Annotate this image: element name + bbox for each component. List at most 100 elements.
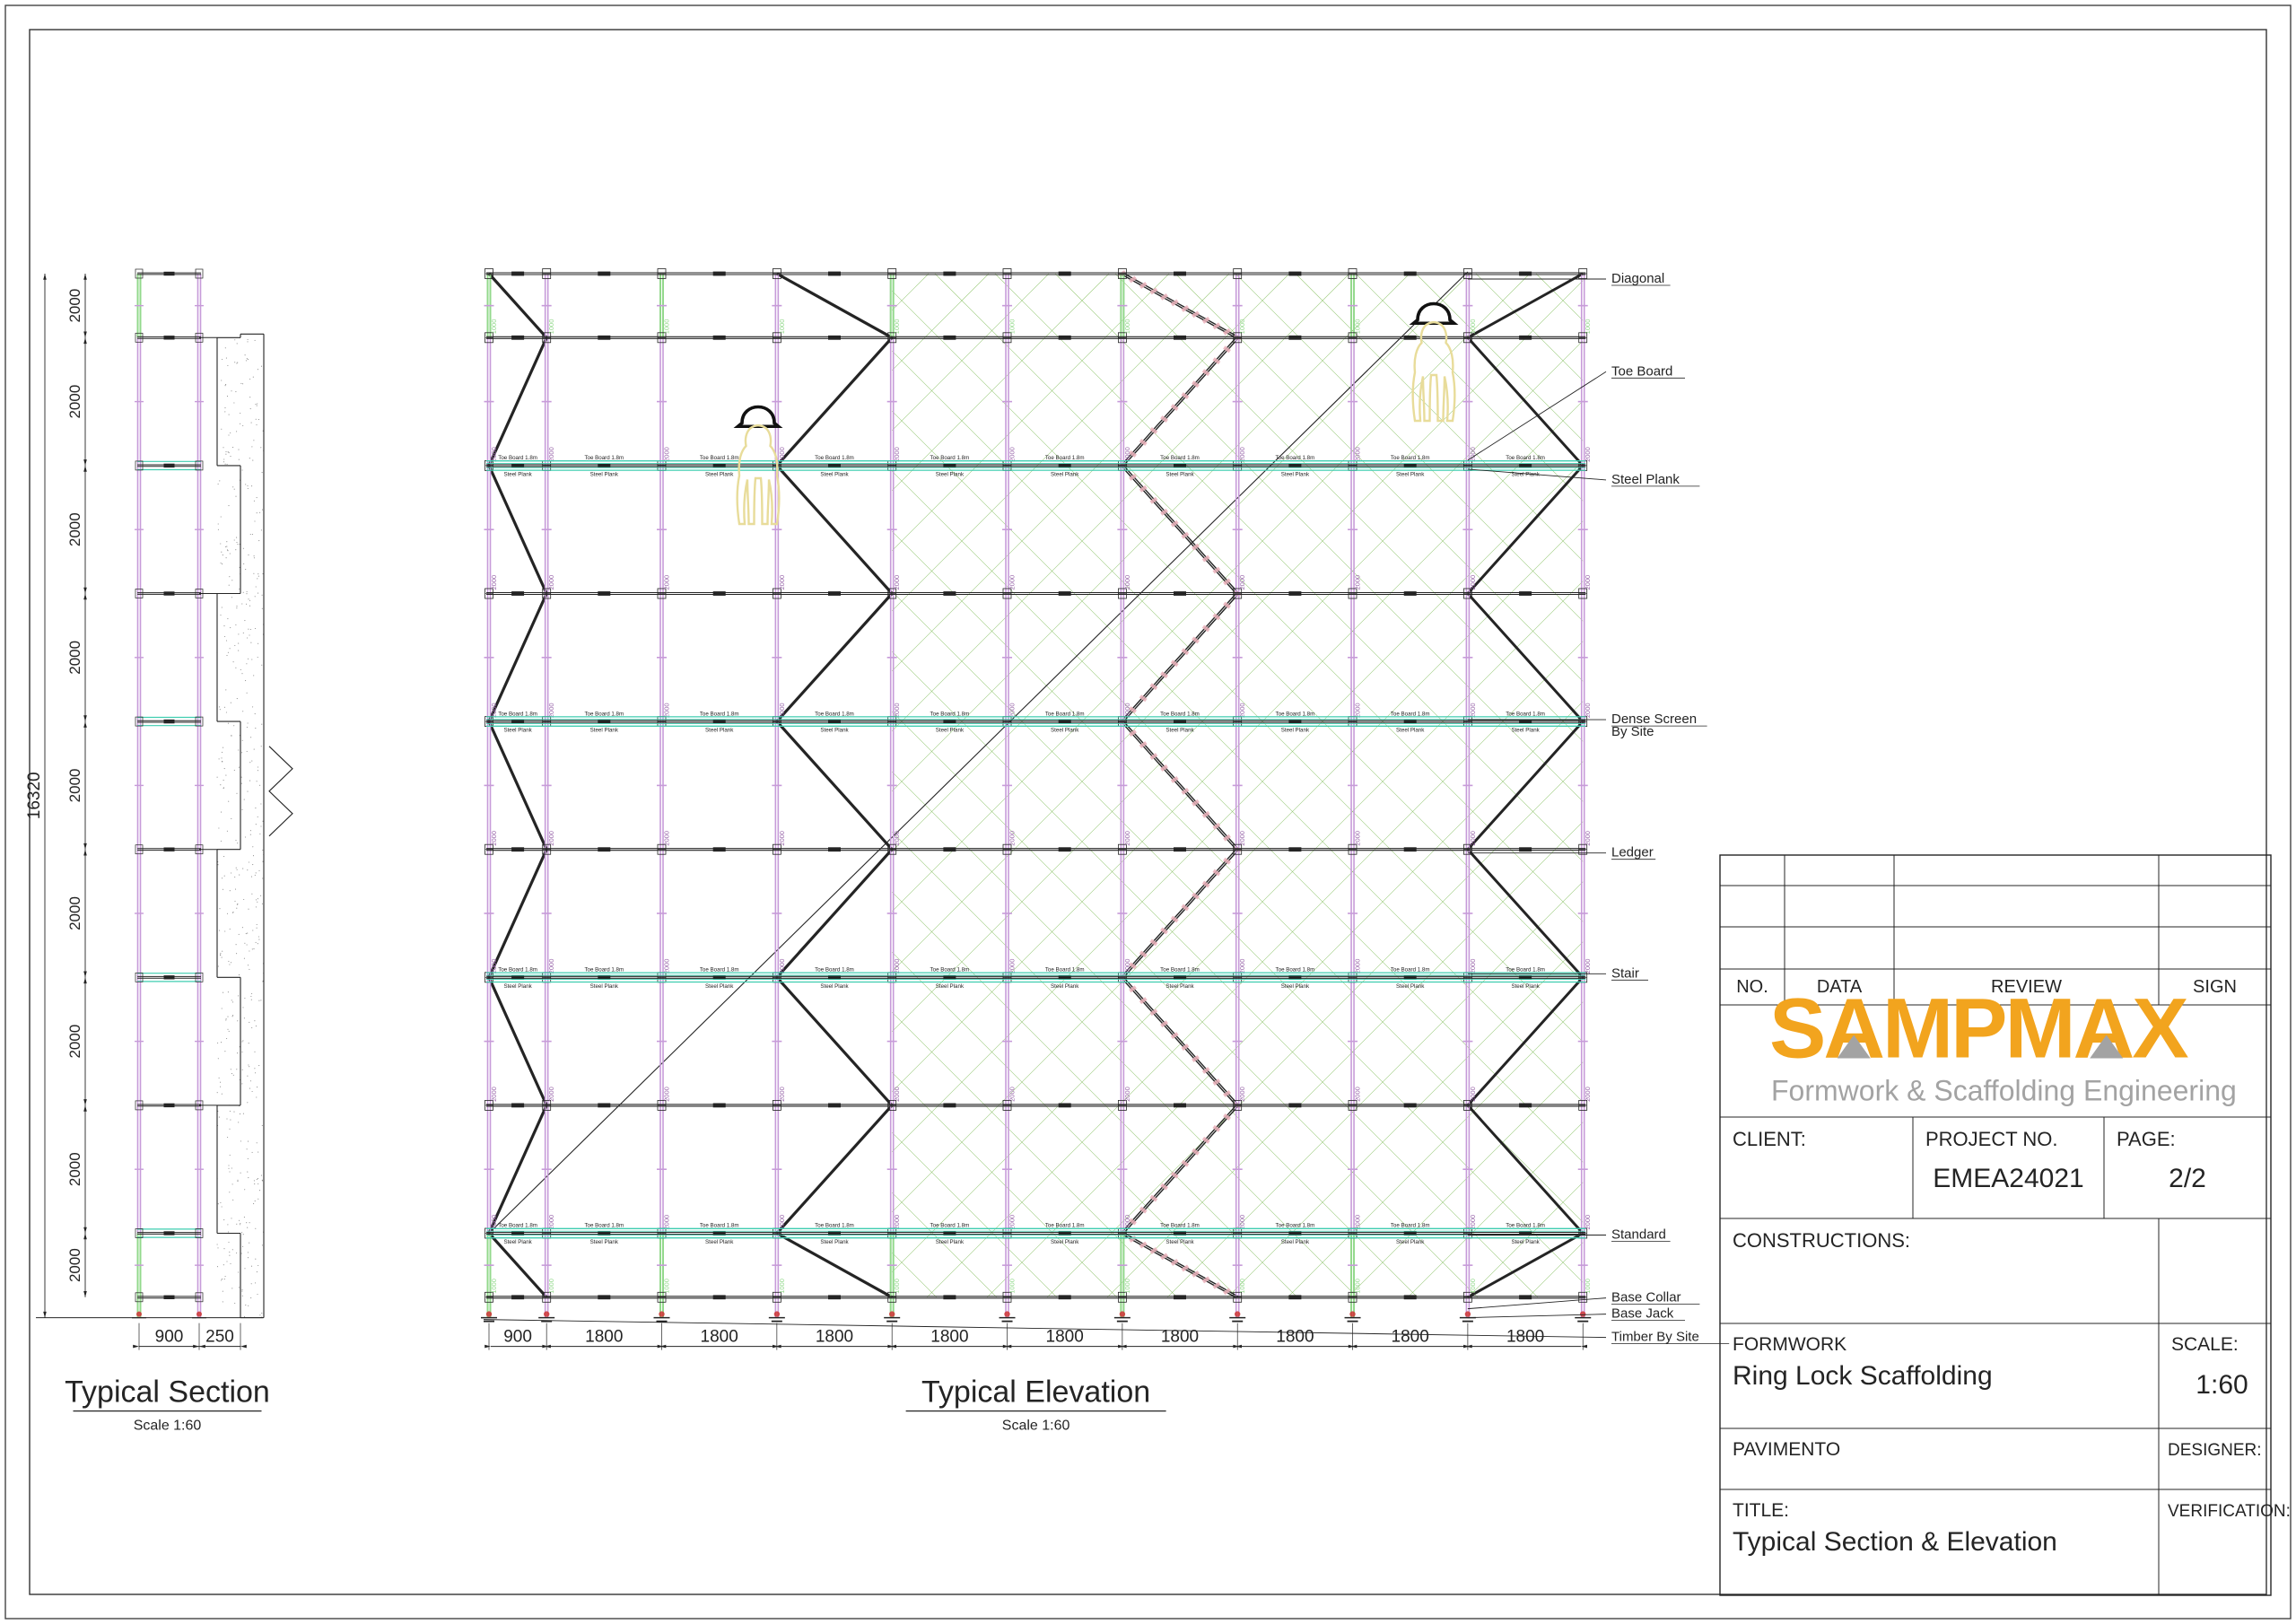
svg-text:SCALE:: SCALE:	[2171, 1334, 2239, 1355]
svg-text:2000: 2000	[66, 768, 83, 802]
svg-text:Toe Board 1.8m: Toe Board 1.8m	[584, 1223, 624, 1229]
svg-text:Toe Board 1.8m: Toe Board 1.8m	[1276, 711, 1315, 717]
svg-text:1000: 1000	[778, 1279, 786, 1294]
svg-text:2000: 2000	[1238, 447, 1246, 462]
svg-text:2000: 2000	[1123, 703, 1131, 718]
svg-text:2000: 2000	[1354, 831, 1362, 846]
svg-text:Toe Board 1.8m: Toe Board 1.8m	[1045, 967, 1085, 974]
svg-text:Toe Board 1.8m: Toe Board 1.8m	[700, 967, 739, 974]
svg-text:2000: 2000	[893, 447, 901, 462]
svg-text:SIGN: SIGN	[2193, 977, 2237, 997]
svg-text:1000: 1000	[893, 319, 901, 335]
svg-text:1800: 1800	[701, 1328, 738, 1347]
svg-text:2000: 2000	[1238, 959, 1246, 974]
svg-text:Typical Section: Typical Section	[65, 1375, 270, 1410]
svg-text:PAVIMENTO: PAVIMENTO	[1733, 1439, 1840, 1460]
svg-text:2000: 2000	[66, 1025, 83, 1059]
svg-text:Toe Board 1.8m: Toe Board 1.8m	[700, 1223, 739, 1229]
svg-text:NO.: NO.	[1736, 977, 1768, 997]
svg-text:2000: 2000	[1238, 1087, 1246, 1102]
svg-text:1800: 1800	[1506, 1328, 1544, 1347]
svg-text:Steel Plank: Steel Plank	[1051, 983, 1079, 990]
svg-text:Scale 1:60: Scale 1:60	[134, 1419, 202, 1434]
svg-text:Steel Plank: Steel Plank	[590, 983, 619, 990]
svg-text:2000: 2000	[1238, 575, 1246, 590]
svg-text:2000: 2000	[778, 703, 786, 718]
svg-text:Steel Plank: Steel Plank	[936, 983, 965, 990]
svg-text:Toe Board 1.8m: Toe Board 1.8m	[1045, 1223, 1085, 1229]
svg-text:Toe Board 1.8m: Toe Board 1.8m	[930, 1223, 970, 1229]
svg-text:2000: 2000	[1469, 575, 1477, 590]
svg-text:Steel Plank: Steel Plank	[705, 728, 734, 734]
svg-text:1800: 1800	[585, 1328, 623, 1347]
svg-text:1000: 1000	[547, 319, 555, 335]
svg-text:2000: 2000	[663, 1087, 671, 1102]
svg-text:CLIENT:: CLIENT:	[1733, 1128, 1806, 1150]
svg-text:2000: 2000	[1008, 959, 1017, 974]
svg-text:Toe Board 1.8m: Toe Board 1.8m	[1160, 967, 1200, 974]
svg-text:Steel Plank: Steel Plank	[1396, 728, 1425, 734]
svg-text:2000: 2000	[1123, 575, 1131, 590]
svg-text:Steel Plank: Steel Plank	[820, 1239, 849, 1245]
svg-text:1000: 1000	[490, 1279, 498, 1294]
svg-text:2000: 2000	[893, 1215, 901, 1230]
svg-text:2000: 2000	[66, 512, 83, 546]
svg-text:2000: 2000	[778, 959, 786, 974]
svg-text:CONSTRUCTIONS:: CONSTRUCTIONS:	[1733, 1229, 1910, 1252]
svg-text:2000: 2000	[663, 575, 671, 590]
svg-text:2000: 2000	[1354, 1215, 1362, 1230]
svg-text:1000: 1000	[1584, 319, 1592, 335]
svg-text:Toe Board 1.8m: Toe Board 1.8m	[1160, 455, 1200, 461]
svg-text:2000: 2000	[1354, 959, 1362, 974]
svg-text:Steel Plank: Steel Plank	[705, 1239, 734, 1245]
svg-text:DESIGNER:: DESIGNER:	[2168, 1441, 2262, 1460]
svg-text:2000: 2000	[778, 575, 786, 590]
svg-text:1000: 1000	[1123, 1279, 1131, 1294]
svg-text:Toe Board 1.8m: Toe Board 1.8m	[498, 1223, 537, 1229]
svg-text:900: 900	[155, 1328, 184, 1347]
svg-text:Steel Plank: Steel Plank	[1051, 471, 1079, 477]
svg-text:Toe Board 1.8m: Toe Board 1.8m	[1045, 711, 1085, 717]
svg-text:Toe Board 1.8m: Toe Board 1.8m	[1506, 1223, 1545, 1229]
svg-text:Toe Board 1.8m: Toe Board 1.8m	[498, 455, 537, 461]
svg-text:2000: 2000	[778, 831, 786, 846]
svg-text:1000: 1000	[1584, 1279, 1592, 1294]
svg-text:Toe Board 1.8m: Toe Board 1.8m	[1506, 455, 1545, 461]
svg-text:Steel Plank: Steel Plank	[1165, 983, 1194, 990]
svg-text:2000: 2000	[1123, 447, 1131, 462]
svg-text:Steel Plank: Steel Plank	[820, 728, 849, 734]
svg-text:2000: 2000	[663, 703, 671, 718]
svg-text:2000: 2000	[1008, 831, 1017, 846]
svg-text:Steel Plank: Steel Plank	[1281, 728, 1310, 734]
svg-text:EMEA24021: EMEA24021	[1933, 1164, 2083, 1193]
svg-text:2000: 2000	[1008, 703, 1017, 718]
svg-text:Steel Plank: Steel Plank	[1051, 728, 1079, 734]
svg-text:Steel Plank: Steel Plank	[1511, 728, 1540, 734]
svg-text:Steel Plank: Steel Plank	[503, 983, 532, 990]
svg-text:2000: 2000	[1354, 703, 1362, 718]
svg-text:Toe Board 1.8m: Toe Board 1.8m	[584, 711, 624, 717]
svg-text:Steel Plank: Steel Plank	[705, 471, 734, 477]
svg-text:1000: 1000	[663, 1279, 671, 1294]
svg-text:Ledger: Ledger	[1611, 845, 1654, 860]
svg-text:2/2: 2/2	[2169, 1164, 2206, 1193]
svg-text:PAGE:: PAGE:	[2117, 1128, 2176, 1150]
svg-text:1000: 1000	[1354, 319, 1362, 335]
svg-text:2000: 2000	[1354, 575, 1362, 590]
svg-text:Steel Plank: Steel Plank	[1051, 1239, 1079, 1245]
svg-text:Typical Section & Elevation: Typical Section & Elevation	[1733, 1527, 2057, 1557]
svg-text:1000: 1000	[778, 319, 786, 335]
svg-text:Steel Plank: Steel Plank	[503, 471, 532, 477]
svg-text:Toe Board 1.8m: Toe Board 1.8m	[815, 1223, 854, 1229]
svg-text:2000: 2000	[1584, 831, 1592, 846]
svg-text:Timber By Site: Timber By Site	[1611, 1330, 1699, 1345]
svg-text:2000: 2000	[547, 575, 555, 590]
svg-text:1:60: 1:60	[2196, 1370, 2248, 1400]
svg-text:Toe Board 1.8m: Toe Board 1.8m	[1276, 455, 1315, 461]
svg-text:2000: 2000	[1469, 831, 1477, 846]
svg-text:2000: 2000	[490, 831, 498, 846]
svg-text:Standard: Standard	[1611, 1227, 1666, 1243]
svg-text:Steel Plank: Steel Plank	[590, 728, 619, 734]
svg-text:Toe Board 1.8m: Toe Board 1.8m	[930, 967, 970, 974]
svg-text:1800: 1800	[816, 1328, 853, 1347]
